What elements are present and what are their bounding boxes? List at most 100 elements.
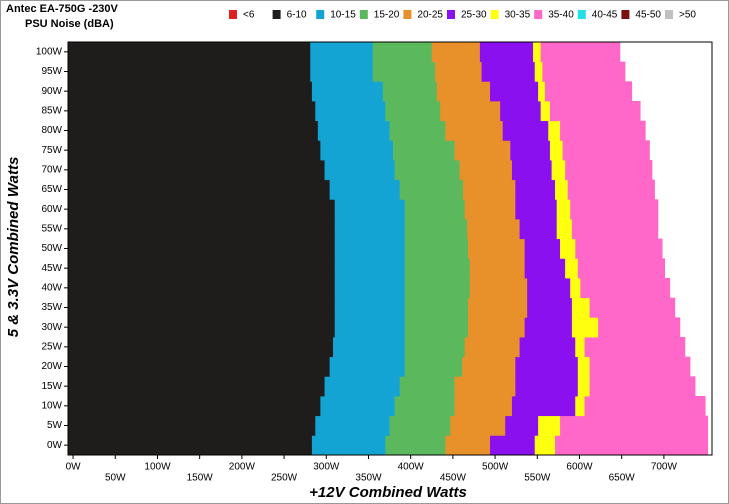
heat-cell [575, 337, 585, 358]
heat-cell [334, 278, 406, 299]
y-axis-label: 5 & 3.3V Combined Watts [5, 157, 22, 338]
heat-cell [382, 81, 438, 102]
heat-cell [505, 415, 539, 436]
heat-cell [324, 376, 401, 397]
heat-cell [556, 199, 571, 220]
heat-cell [334, 317, 406, 338]
heat-cell [515, 376, 579, 397]
heat-cell [527, 278, 571, 299]
x-tick-label: 150W [187, 473, 214, 484]
heat-cell [435, 61, 482, 82]
x-tick-label: 500W [482, 462, 509, 473]
legend-swatch [229, 10, 237, 19]
heat-cell [68, 238, 336, 259]
heat-cell [68, 297, 336, 318]
heat-cell [468, 317, 525, 338]
legend-label: 25-30 [461, 10, 487, 21]
legend-label: 15-20 [374, 10, 400, 21]
legend-label: 10-15 [330, 10, 356, 21]
heat-cell [570, 278, 581, 299]
legend-label: 20-25 [417, 10, 443, 21]
heat-cell [315, 415, 390, 436]
heat-cell [334, 297, 406, 318]
heat-cell [519, 219, 557, 240]
heat-cell [560, 120, 646, 141]
heat-cell [577, 356, 590, 377]
heat-cell [311, 81, 384, 102]
heat-cell [515, 179, 556, 200]
heat-cell [560, 238, 576, 259]
heat-cell [511, 396, 576, 417]
x-tick-label: 100W [144, 462, 171, 473]
heat-cell [510, 140, 551, 161]
y-tick-label: 20W [41, 361, 62, 372]
heat-cell [454, 376, 516, 397]
heat-cell [68, 120, 319, 141]
heat-cell [334, 258, 406, 279]
y-tick-label: 5W [47, 420, 63, 431]
heat-cell [454, 140, 511, 161]
heat-cell [540, 101, 551, 122]
chart-title: Antec EA-750G -230V [6, 3, 119, 15]
heat-cell [68, 81, 313, 102]
legend-swatch [577, 10, 586, 19]
heat-cell [392, 140, 455, 161]
x-tick-label: 600W [566, 462, 593, 473]
heat-cell [463, 179, 516, 200]
heat-cell [68, 356, 330, 377]
heat-cell [575, 238, 663, 259]
legend-swatch [272, 10, 281, 19]
heat-cell [324, 160, 395, 181]
heat-cell [68, 219, 336, 240]
heat-cell [562, 140, 650, 161]
heat-cell [519, 337, 576, 358]
heat-cell [404, 219, 468, 240]
heat-cell [549, 101, 641, 122]
heat-cell [464, 337, 520, 358]
heat-cell [68, 199, 336, 220]
heat-cell [524, 258, 566, 279]
legend-label: 40-45 [592, 10, 618, 21]
heat-cell [68, 101, 316, 122]
heat-cell [548, 120, 561, 141]
heat-cell [68, 258, 336, 279]
heat-cell [577, 258, 666, 279]
x-tick-label: 450W [440, 473, 467, 484]
legend-label: 35-40 [548, 10, 574, 21]
legend-swatch [534, 10, 543, 19]
heat-cell [404, 199, 465, 220]
y-tick-label: 90W [41, 86, 62, 97]
heat-cell [570, 199, 659, 220]
legend-swatch [316, 10, 325, 19]
y-tick-label: 25W [41, 341, 62, 352]
heat-cell [524, 238, 561, 259]
heat-cell [310, 61, 373, 82]
heat-cell [329, 356, 406, 377]
heat-cell [404, 258, 471, 279]
heat-cell [555, 179, 568, 200]
x-tick-label: 250W [271, 473, 298, 484]
y-tick-label: 80W [41, 125, 62, 136]
heat-cell [580, 278, 671, 299]
heat-cell [404, 238, 469, 259]
heat-cell [68, 317, 336, 338]
heat-cell [534, 61, 543, 82]
heat-cell [565, 160, 653, 181]
legend-swatch [621, 10, 630, 19]
legend-swatch [359, 10, 368, 19]
heat-cell [511, 160, 552, 181]
y-tick-label: 95W [41, 66, 62, 77]
heat-cell [502, 120, 549, 141]
heat-cell [468, 297, 528, 318]
x-tick-label: 300W [313, 462, 340, 473]
heat-cell [556, 219, 573, 240]
y-tick-label: 100W [36, 46, 63, 57]
heat-cell [310, 42, 373, 63]
heat-cell [320, 396, 395, 417]
legend-label: <6 [243, 10, 255, 21]
heat-cell [372, 42, 433, 63]
heat-cell [440, 101, 501, 122]
heat-cell [68, 376, 325, 397]
